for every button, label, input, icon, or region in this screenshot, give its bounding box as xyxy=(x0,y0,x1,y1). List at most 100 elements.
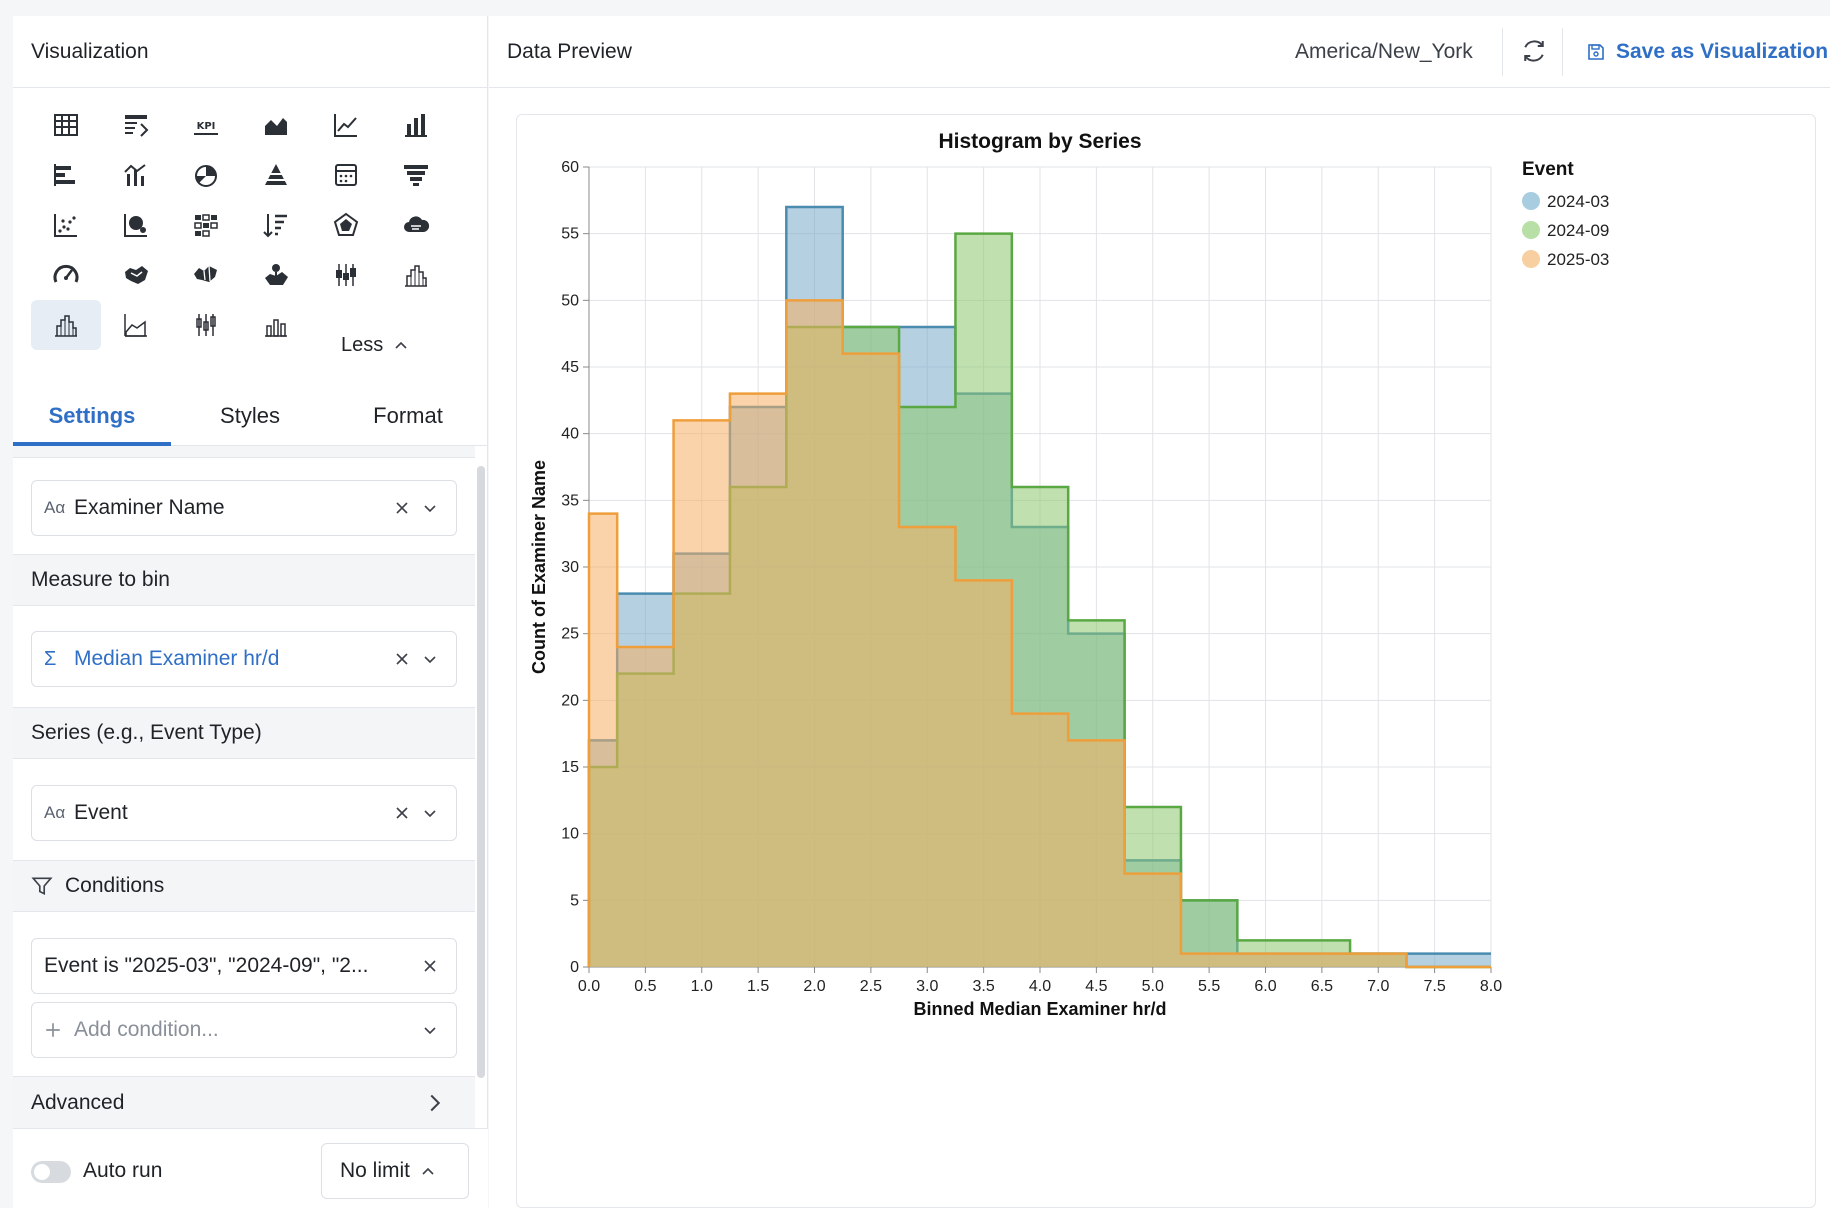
category-field[interactable]: Aα Examiner Name xyxy=(31,480,457,536)
viz-type-bubble-button[interactable] xyxy=(101,200,171,250)
category-field-value: Examiner Name xyxy=(74,496,225,519)
divider xyxy=(1562,28,1563,76)
viz-type-bar-chart-button[interactable] xyxy=(381,100,451,150)
legend-swatch-2024-09 xyxy=(1522,221,1540,239)
data-preview-title: Data Preview xyxy=(507,39,632,63)
y-axis-label: Count of Examiner Name xyxy=(529,460,549,674)
viz-type-histogram-selected-button[interactable] xyxy=(31,300,101,350)
x-tick-label: 5.5 xyxy=(1198,978,1220,995)
geo-map-icon xyxy=(265,264,288,285)
bar-chart-icon xyxy=(405,114,427,137)
x-tick-label: 0.5 xyxy=(634,978,656,995)
visualization-title: Visualization xyxy=(31,39,149,63)
chevron-right-icon xyxy=(425,1093,475,1113)
series-field[interactable]: Aα Event xyxy=(31,785,457,841)
x-tick-label: 3.0 xyxy=(916,978,938,995)
viz-type-histogram-button[interactable] xyxy=(381,250,451,300)
viz-type-area-chart-button[interactable] xyxy=(241,100,311,150)
add-condition-field[interactable]: Add condition... xyxy=(31,1002,457,1058)
area-chart-icon xyxy=(265,118,287,135)
row-limit-select[interactable]: No limit xyxy=(321,1143,469,1199)
viz-type-radar-button[interactable] xyxy=(311,200,381,250)
clear-icon[interactable] xyxy=(388,799,416,827)
x-tick-label: 7.0 xyxy=(1367,978,1389,995)
y-tick-label: 40 xyxy=(561,426,579,443)
condition-text: Event is "2025-03", "2024-09", "2... xyxy=(44,954,369,977)
remove-condition-icon[interactable] xyxy=(416,952,444,980)
viz-type-line-chart-button[interactable] xyxy=(311,100,381,150)
x-axis-label: Binned Median Examiner hr/d xyxy=(913,999,1166,1019)
plus-icon xyxy=(44,1021,74,1039)
viz-type-word-cloud-button[interactable] xyxy=(381,200,451,250)
chevron-down-icon[interactable] xyxy=(416,494,444,522)
chevron-down-icon[interactable] xyxy=(416,1016,444,1044)
condition-chip[interactable]: Event is "2025-03", "2024-09", "2... xyxy=(31,938,457,994)
viz-type-step-bar-button[interactable] xyxy=(241,300,311,350)
clear-icon[interactable] xyxy=(388,494,416,522)
tab-styles[interactable]: Styles xyxy=(220,402,280,428)
box-plot-icon xyxy=(336,264,356,286)
viz-type-area-line-button[interactable] xyxy=(101,300,171,350)
conditions-section: Conditions xyxy=(13,860,475,912)
legend-label-2025-03: 2025-03 xyxy=(1547,250,1609,269)
bubble-icon xyxy=(124,214,147,237)
viz-type-horizontal-bar-button[interactable] xyxy=(31,150,101,200)
refresh-icon[interactable] xyxy=(1519,36,1551,68)
save-as-visualization-button[interactable]: Save as Visualization xyxy=(1586,36,1828,68)
area-line-icon xyxy=(124,314,147,337)
histogram-icon xyxy=(405,265,427,287)
measure-section-label: Measure to bin xyxy=(31,568,170,591)
tab-format[interactable]: Format xyxy=(373,402,443,428)
viz-type-kpi-button[interactable]: KPI xyxy=(171,100,241,150)
measure-section: Measure to bin xyxy=(13,554,475,606)
viz-type-map-button[interactable] xyxy=(101,250,171,300)
y-tick-label: 50 xyxy=(561,292,579,309)
calendar-icon xyxy=(335,164,357,186)
sigma-icon: Σ xyxy=(44,647,57,670)
legend-swatch-2025-03 xyxy=(1522,250,1540,268)
measure-field[interactable]: Σ Median Examiner hr/d xyxy=(31,631,457,687)
viz-type-region-map-button[interactable] xyxy=(171,250,241,300)
viz-type-pivot-table-button[interactable] xyxy=(101,100,171,150)
advanced-section[interactable]: Advanced xyxy=(13,1076,475,1130)
timezone-label[interactable]: America/New_York xyxy=(1295,40,1473,63)
chevron-down-icon[interactable] xyxy=(416,645,444,673)
clear-icon[interactable] xyxy=(388,645,416,673)
gauge-icon xyxy=(53,264,79,283)
less-button[interactable]: Less xyxy=(341,320,431,370)
advanced-section-label: Advanced xyxy=(31,1091,125,1114)
viz-type-table-button[interactable] xyxy=(31,100,101,150)
viz-type-funnel-button[interactable] xyxy=(381,150,451,200)
chevron-down-icon[interactable] xyxy=(416,799,444,827)
viz-type-geo-map-button[interactable] xyxy=(241,250,311,300)
viz-type-box-plot-alt-button[interactable] xyxy=(171,300,241,350)
viz-type-box-plot-button[interactable] xyxy=(311,250,381,300)
data-preview-panel: Data Preview America/New_York Save as Vi… xyxy=(489,16,1830,1208)
viz-type-gauge-button[interactable] xyxy=(31,250,101,300)
viz-type-heatmap-button[interactable] xyxy=(171,200,241,250)
x-tick-label: 6.0 xyxy=(1254,978,1276,995)
x-tick-label: 7.5 xyxy=(1424,978,1446,995)
series-section-label: Series (e.g., Event Type) xyxy=(31,721,262,744)
settings-scroll-area[interactable]: Aα Examiner Name Measure to bin Σ Median… xyxy=(13,446,475,1146)
viz-type-combo-chart-button[interactable] xyxy=(101,150,171,200)
x-tick-label: 2.5 xyxy=(860,978,882,995)
line-chart-icon xyxy=(334,114,357,137)
series-field-value: Event xyxy=(74,801,128,824)
auto-run-toggle[interactable] xyxy=(31,1161,71,1183)
viz-type-calendar-button[interactable] xyxy=(311,150,381,200)
map-icon xyxy=(125,266,148,284)
legend-label-2024-03: 2024-03 xyxy=(1547,192,1609,211)
viz-type-scatter-button[interactable] xyxy=(31,200,101,250)
histogram-chart: Histogram by Series 0.0 0.5 1.0 1.5 2.0 2.5 3.0… xyxy=(529,130,1609,1019)
save-as-visualization-label: Save as Visualization xyxy=(1616,40,1829,63)
y-tick-label: 5 xyxy=(570,892,579,909)
y-tick-label: 30 xyxy=(561,559,579,576)
histogram-area-2025-03 xyxy=(589,300,1491,967)
tab-settings[interactable]: Settings xyxy=(13,386,171,446)
viz-type-sorted-bar-button[interactable] xyxy=(241,200,311,250)
viz-type-pie-chart-button[interactable] xyxy=(171,150,241,200)
viz-type-pyramid-button[interactable] xyxy=(241,150,311,200)
horizontal-bar-icon xyxy=(54,164,75,186)
scrollbar[interactable] xyxy=(477,466,485,1078)
